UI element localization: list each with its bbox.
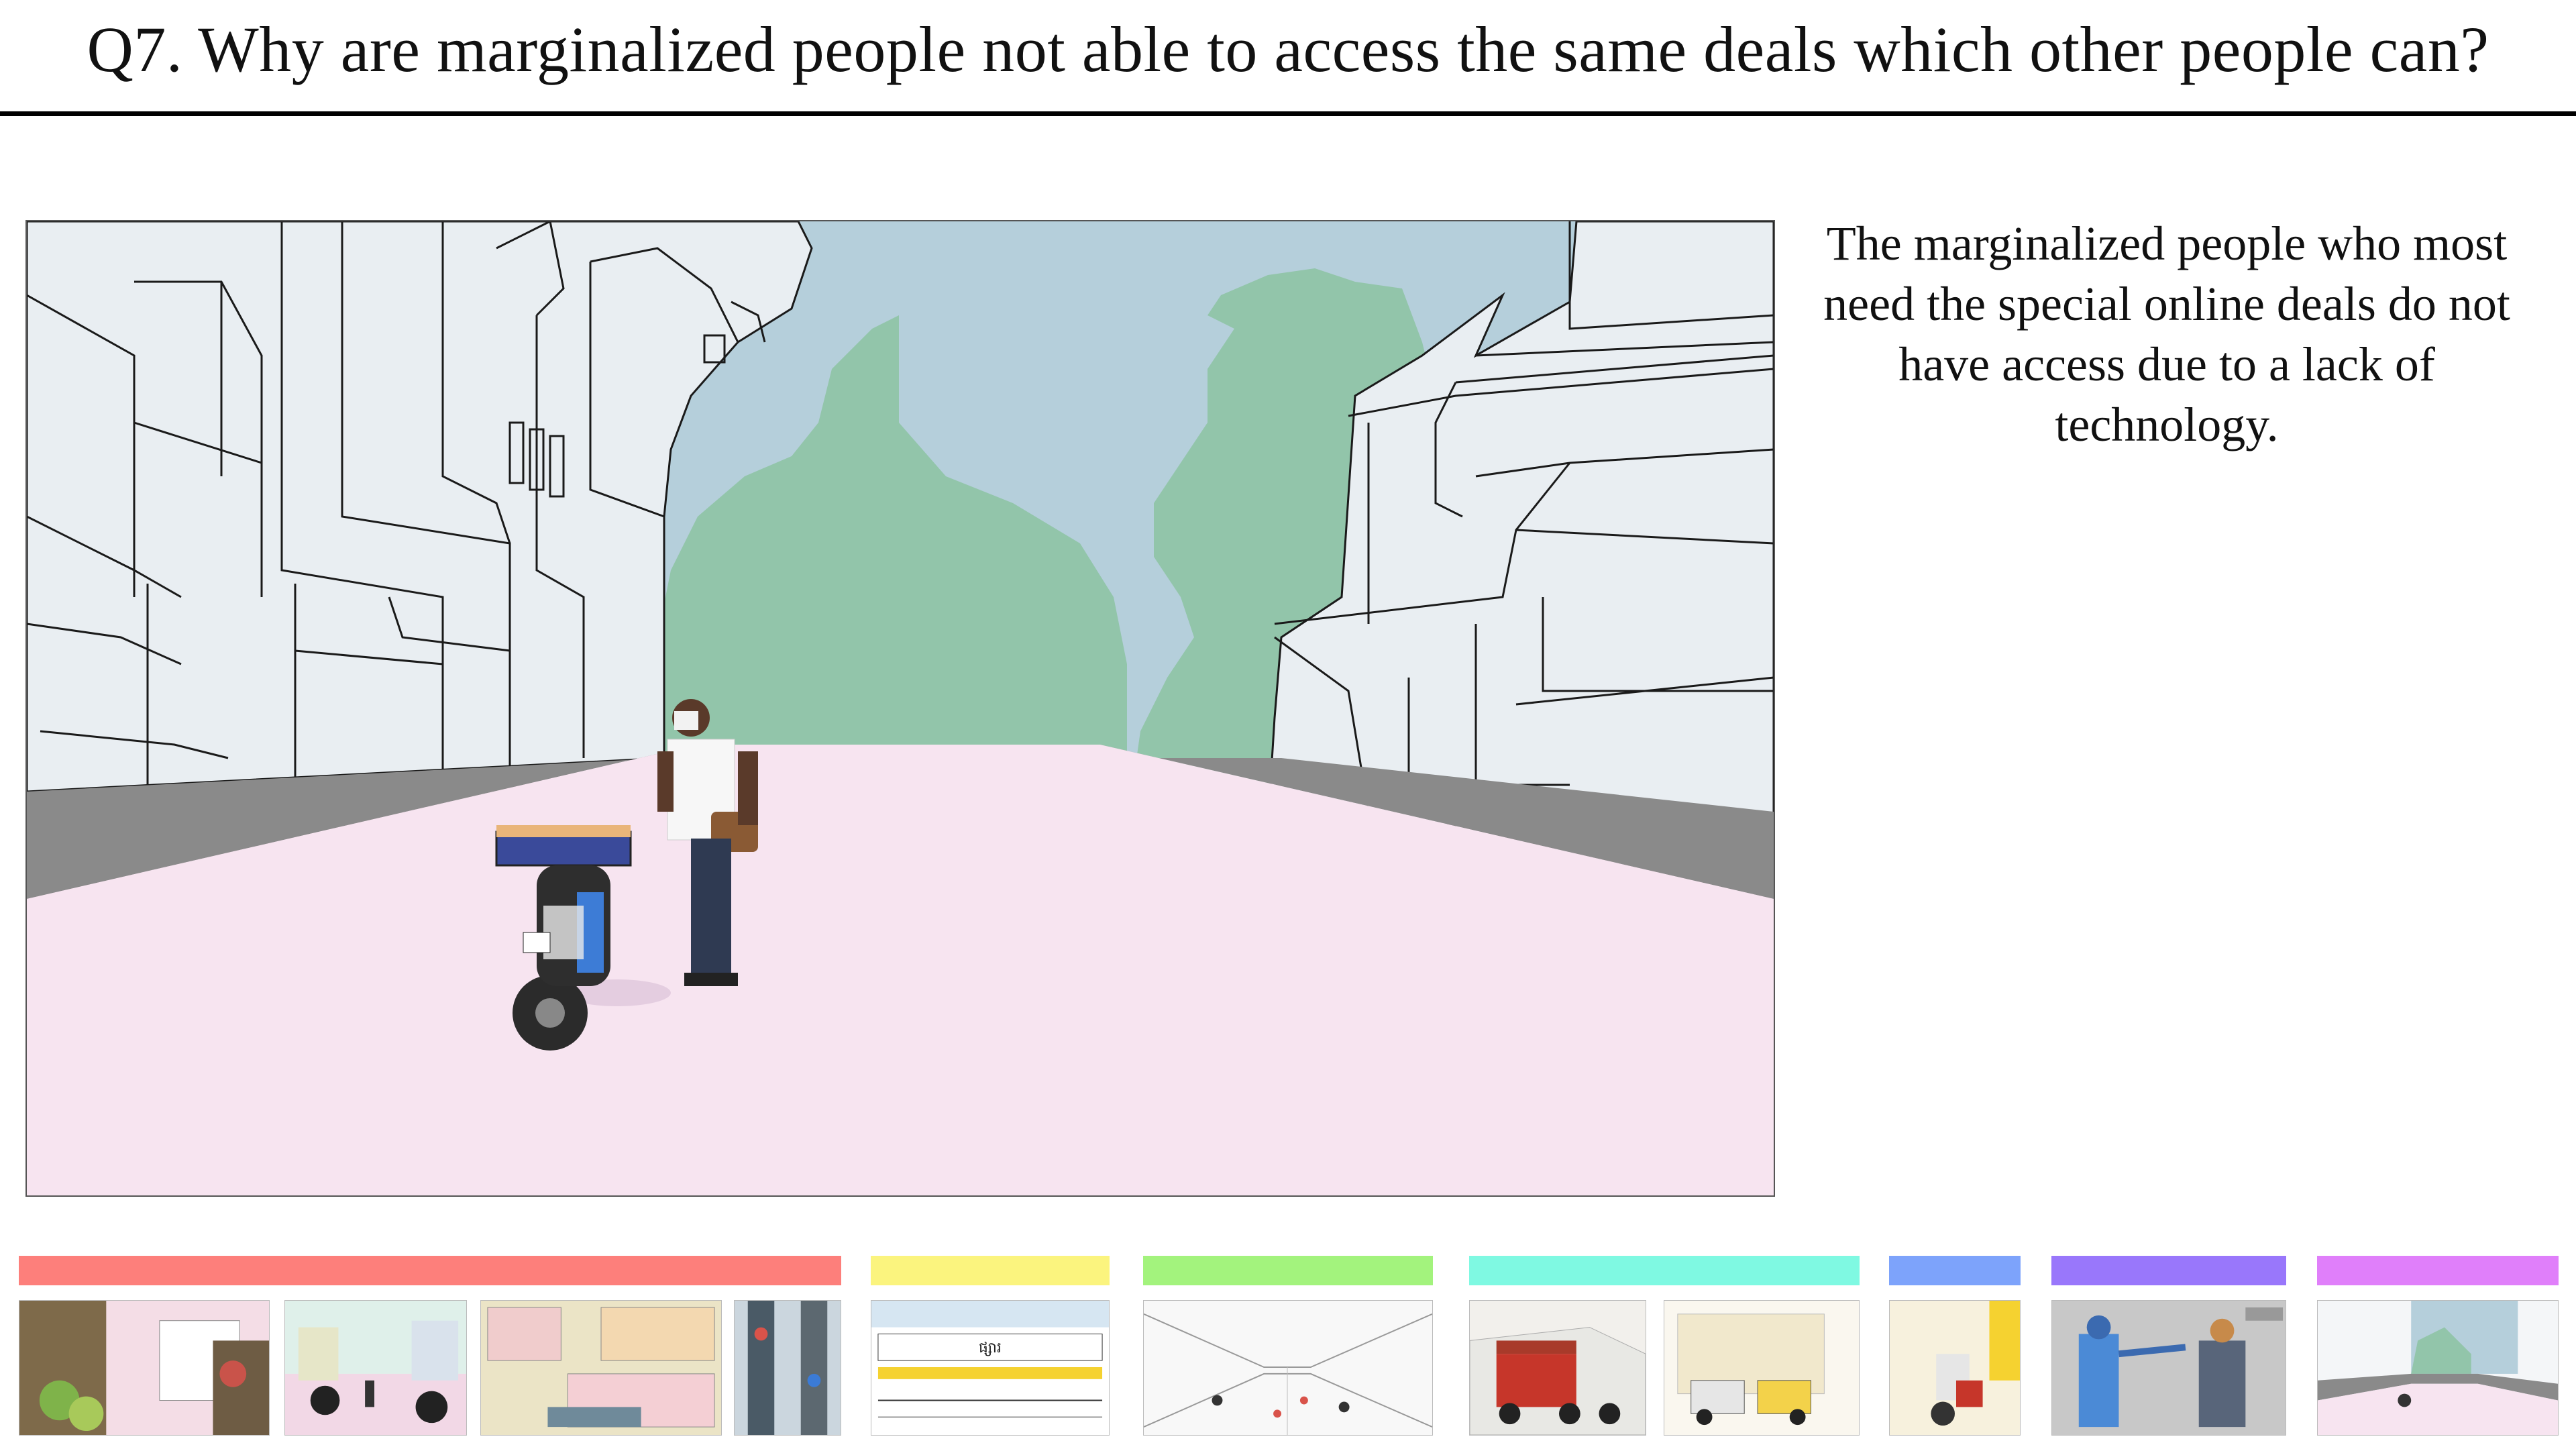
thumbnail-street-sketch[interactable] xyxy=(1143,1300,1433,1436)
timeline-bar-market[interactable] xyxy=(19,1256,841,1285)
timeline-strip: ផ្សារ xyxy=(0,1256,2576,1444)
page-title: Q7. Why are marginalized people not able… xyxy=(87,13,2489,85)
plaza-ground xyxy=(27,745,1774,1195)
street-scene-illustration xyxy=(25,220,1775,1197)
buildings-right xyxy=(1267,221,1774,826)
timeline-bar-vendor[interactable] xyxy=(1889,1256,2021,1285)
title-divider xyxy=(0,111,2576,116)
thumbnail-hand-exchange[interactable] xyxy=(2051,1300,2286,1436)
thumbnail-tuktuk-red[interactable] xyxy=(1469,1300,1646,1436)
thumbnail-vendor-scooter[interactable] xyxy=(1889,1300,2021,1436)
timeline-bar-vehicles[interactable] xyxy=(1469,1256,1860,1285)
thumbnail-market-plan[interactable] xyxy=(480,1300,722,1436)
storefront-sign: ផ្សារ xyxy=(979,1340,1002,1356)
thumbnail-tuktuk-pair[interactable] xyxy=(1664,1300,1860,1436)
thumbnail-market-stalls[interactable] xyxy=(19,1300,270,1436)
timeline-bar-street-sketch[interactable] xyxy=(1143,1256,1433,1285)
thumbnail-street-riders[interactable] xyxy=(284,1300,467,1436)
thumbnail-aerial-crowd[interactable] xyxy=(734,1300,841,1436)
thumbnail-storefront[interactable]: ផ្សារ xyxy=(871,1300,1110,1436)
timeline-bar-storefront[interactable] xyxy=(871,1256,1110,1285)
road xyxy=(27,745,1774,899)
tree-left xyxy=(657,315,1127,825)
buildings-left xyxy=(27,221,813,798)
scene-caption: The marginalized people who most need th… xyxy=(1823,217,2510,451)
thumbnail-street-scene[interactable] xyxy=(2317,1300,2559,1436)
vendor-on-motorbike xyxy=(495,699,758,1051)
timeline-bar-exchange[interactable] xyxy=(2051,1256,2286,1285)
timeline-bar-street-scene[interactable] xyxy=(2317,1256,2559,1285)
